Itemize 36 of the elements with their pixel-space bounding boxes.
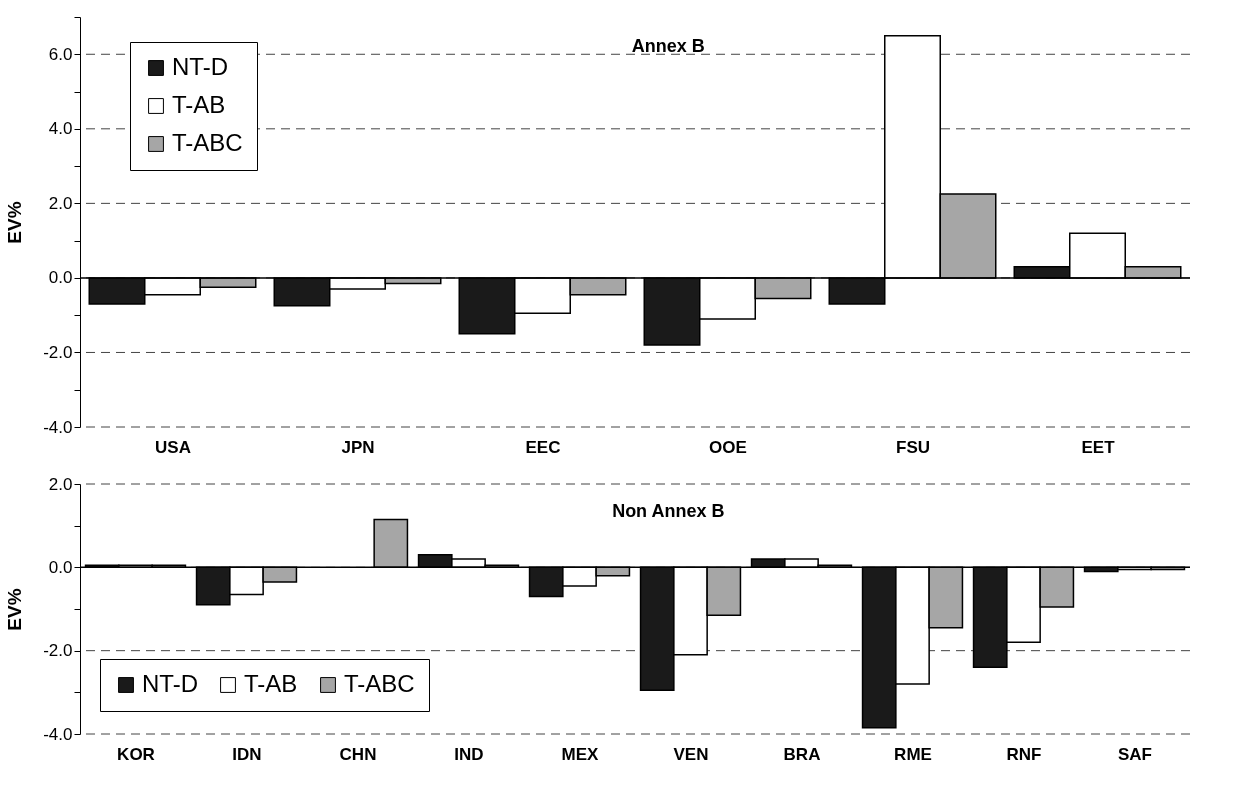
legend-label: NT-D	[172, 53, 228, 80]
text: Non Annex B	[612, 501, 725, 521]
y-tick-label: 0.0	[48, 268, 73, 288]
y-axis-title: EV%	[4, 588, 26, 631]
x-tick-label: KOR	[117, 744, 155, 764]
y-tick-label: -2.0	[43, 342, 73, 362]
x-tick-label: FSU	[896, 437, 930, 457]
x-tick-label: USA	[155, 437, 191, 457]
legend-label: NT-D	[142, 670, 198, 697]
y-tick-label: 4.0	[48, 119, 73, 139]
y-tick-label: 2.0	[48, 474, 73, 494]
x-tick-label: OOE	[709, 437, 747, 457]
y-tick-label: -2.0	[43, 641, 73, 661]
legend-label: T-ABC	[172, 129, 243, 156]
x-tick-label: EET	[1081, 437, 1116, 457]
y-tick-label: 2.0	[48, 193, 73, 213]
y-tick-label: -4.0	[43, 724, 73, 744]
x-tick-label: VEN	[673, 744, 709, 764]
y-tick-label: -4.0	[43, 417, 73, 437]
x-tick-label: JPN	[341, 437, 375, 457]
x-tick-label: CHN	[339, 744, 377, 764]
x-tick-label: BRA	[783, 744, 821, 764]
x-tick-label: SAF	[1118, 744, 1152, 764]
text: Annex B	[631, 36, 705, 56]
y-tick-label: 0.0	[48, 557, 73, 577]
x-tick-label: IND	[454, 744, 484, 764]
x-tick-label: MEX	[561, 744, 600, 764]
legend-label: T-AB	[244, 670, 298, 697]
y-tick-label: 6.0	[48, 44, 73, 64]
legend-label: T-AB	[172, 91, 226, 118]
y-axis-title: EV%	[4, 201, 26, 244]
legend-label: T-ABC	[344, 670, 415, 697]
x-tick-label: EEC	[525, 437, 561, 457]
x-tick-label: RME	[894, 744, 932, 764]
x-tick-label: RNF	[1006, 744, 1042, 764]
x-tick-label: IDN	[232, 744, 262, 764]
